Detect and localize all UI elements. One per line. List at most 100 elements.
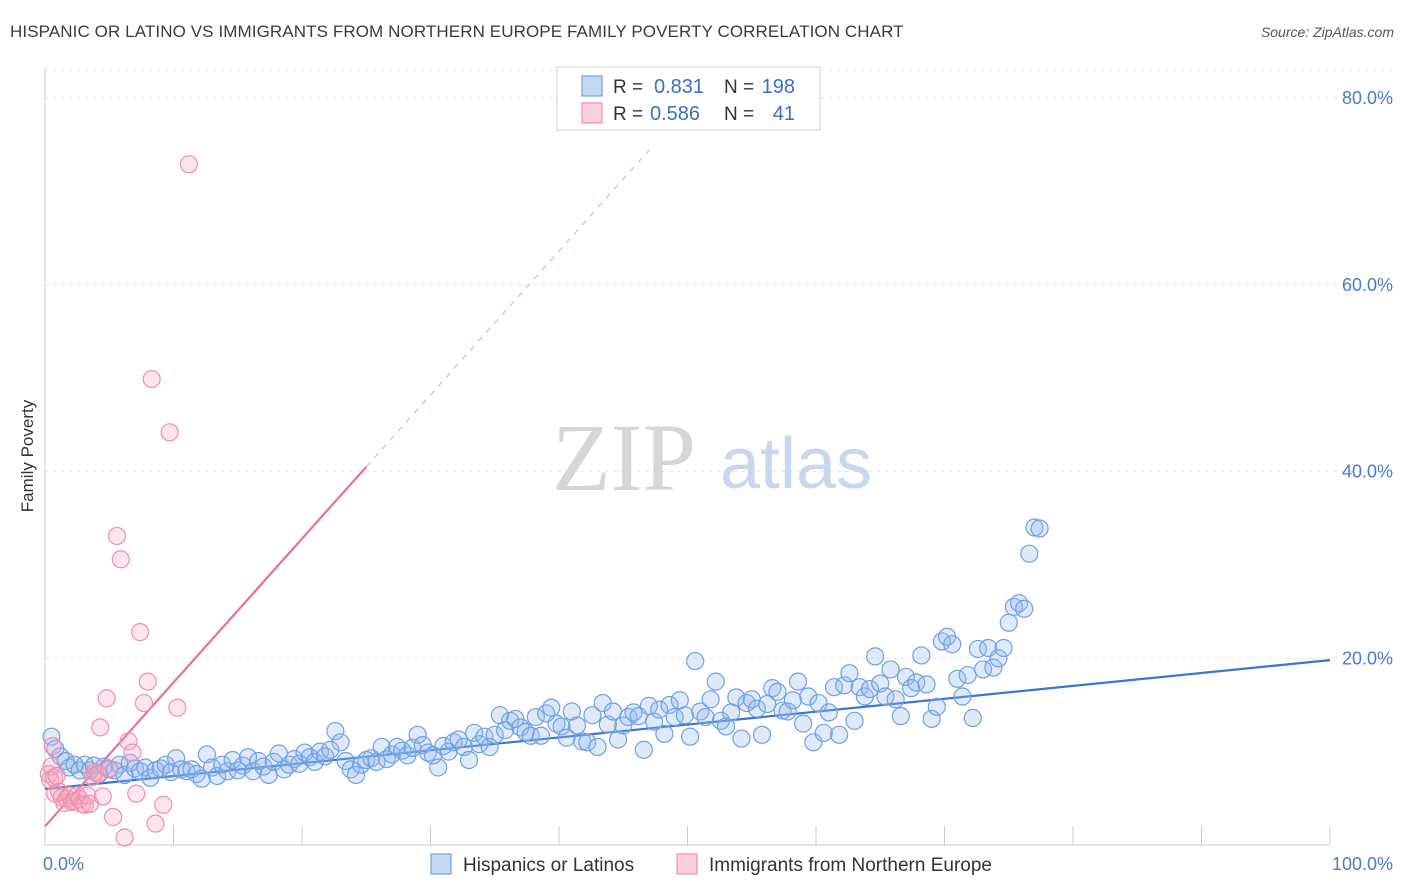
stats-legend: R = 0.831 N = 198 R = 0.586 N = 41 bbox=[556, 66, 821, 131]
hispanic-point bbox=[583, 706, 602, 725]
hispanic-point bbox=[876, 687, 895, 706]
hispanic-point bbox=[891, 707, 910, 726]
hispanic-point bbox=[958, 665, 977, 685]
hispanic-point bbox=[485, 725, 504, 744]
hispanic-point bbox=[901, 679, 921, 698]
stats-swatch-pink bbox=[581, 102, 603, 124]
immigrant-point bbox=[91, 718, 110, 737]
immigrant-point bbox=[130, 623, 150, 642]
hispanic-point bbox=[778, 702, 797, 721]
stats-r-label-1: R = bbox=[613, 77, 643, 98]
stats-r-value-2: 0.586 bbox=[650, 103, 700, 125]
hispanic-point bbox=[192, 769, 211, 788]
immigrant-point bbox=[86, 763, 105, 782]
hispanic-point bbox=[809, 693, 828, 713]
immigrant-point bbox=[111, 550, 130, 569]
immigrant-trend-line bbox=[44, 466, 368, 828]
stats-n-value-2: 41 bbox=[773, 103, 795, 125]
hispanic-point bbox=[691, 702, 710, 721]
hispanic-point bbox=[1009, 594, 1029, 613]
legend-label-hispanics: Hispanics or Latinos bbox=[463, 855, 634, 876]
hispanic-point bbox=[845, 711, 864, 730]
hispanic-point bbox=[953, 687, 972, 706]
immigrant-point bbox=[127, 784, 146, 803]
stats-n-label-2: N = bbox=[724, 104, 754, 125]
hispanic-point bbox=[588, 737, 607, 757]
stats-n-value-1: 198 bbox=[762, 76, 795, 98]
watermark-zip: ZIP bbox=[552, 404, 696, 511]
hispanic-point bbox=[963, 708, 982, 728]
hispanic-point bbox=[1020, 544, 1039, 563]
hispanic-point bbox=[567, 716, 587, 735]
stats-swatch-blue bbox=[581, 75, 603, 97]
hispanic-point bbox=[634, 740, 653, 759]
immigrant-point bbox=[100, 759, 119, 778]
hispanic-point bbox=[290, 754, 309, 773]
immigrant-point bbox=[104, 807, 123, 827]
immigrant-point bbox=[123, 743, 142, 762]
hispanic-point bbox=[866, 647, 885, 666]
hispanic-point bbox=[747, 699, 766, 718]
hispanic-point bbox=[42, 727, 61, 746]
immigrant-point bbox=[107, 526, 127, 546]
hispanic-point bbox=[706, 672, 725, 691]
immigrant-point bbox=[119, 732, 138, 751]
hispanic-point bbox=[459, 750, 479, 770]
hispanic-point bbox=[238, 748, 258, 767]
hispanic-point bbox=[609, 730, 628, 749]
hispanic-point bbox=[429, 758, 448, 777]
hispanic-point bbox=[547, 714, 566, 733]
hispanic-point bbox=[526, 707, 545, 727]
hispanic-point bbox=[984, 658, 1003, 677]
immigrant-trend-extension bbox=[365, 149, 650, 468]
chart-title: HISPANIC OR LATINO VS IMMIGRANTS FROM NO… bbox=[10, 22, 904, 41]
immigrant-point bbox=[134, 693, 154, 713]
immigrant-point bbox=[88, 764, 107, 784]
hispanic-point bbox=[161, 763, 181, 782]
stats-r-label-2: R = bbox=[613, 104, 643, 125]
hispanic-point bbox=[680, 727, 700, 746]
legend-label-immigrants: Immigrants from Northern Europe bbox=[709, 855, 992, 876]
hispanic-point bbox=[531, 726, 551, 745]
hispanic-point bbox=[917, 675, 936, 694]
hispanic-point bbox=[716, 717, 736, 736]
hispanic-point bbox=[495, 721, 515, 740]
hispanic-point bbox=[562, 702, 581, 721]
hispanic-point bbox=[521, 726, 540, 745]
x-tick-label-max: 100.0% bbox=[1332, 854, 1393, 874]
hispanic-point bbox=[860, 679, 880, 699]
hispanic-point bbox=[752, 725, 772, 744]
hispanic-point bbox=[788, 672, 808, 691]
hispanic-point bbox=[650, 700, 669, 719]
hispanic-point bbox=[542, 698, 561, 717]
hispanic-point bbox=[408, 725, 427, 744]
hispanic-point bbox=[804, 733, 823, 752]
hispanic-point bbox=[819, 703, 838, 722]
hispanic-point bbox=[244, 762, 263, 781]
hispanic-point bbox=[686, 651, 705, 671]
hispanic-point bbox=[552, 717, 571, 736]
hispanic-point bbox=[794, 714, 813, 733]
immigrant-point bbox=[115, 828, 134, 847]
hispanic-point bbox=[994, 638, 1013, 658]
source-label: Source: ZipAtlas.com bbox=[1260, 24, 1394, 40]
hispanic-point bbox=[701, 690, 720, 709]
legend-swatch-hispanics bbox=[430, 853, 452, 875]
y-tick-label: 80.0% bbox=[1342, 88, 1393, 108]
hispanic-point bbox=[881, 660, 900, 679]
data-points bbox=[39, 155, 1049, 847]
hispanic-point bbox=[768, 682, 787, 701]
immigrant-point bbox=[160, 423, 179, 442]
hispanic-point bbox=[655, 724, 674, 743]
hispanic-point bbox=[557, 728, 576, 747]
immigrant-point bbox=[146, 814, 165, 833]
immigrant-point bbox=[138, 672, 157, 691]
hispanic-point bbox=[418, 743, 438, 762]
hispanic-point bbox=[912, 646, 931, 665]
hispanic-point bbox=[326, 721, 345, 741]
hispanic-point bbox=[927, 697, 946, 716]
gridlines bbox=[45, 69, 1392, 659]
hispanic-point bbox=[321, 740, 340, 759]
stats-r-value-1: 0.831 bbox=[654, 76, 704, 98]
